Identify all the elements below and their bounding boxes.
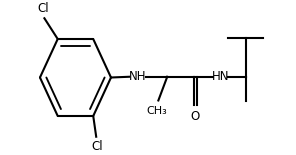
- Text: HN: HN: [212, 70, 229, 83]
- Text: Cl: Cl: [92, 140, 104, 153]
- Text: CH₃: CH₃: [147, 106, 167, 116]
- Text: O: O: [191, 110, 200, 123]
- Text: Cl: Cl: [37, 2, 49, 15]
- Text: NH: NH: [129, 70, 147, 83]
